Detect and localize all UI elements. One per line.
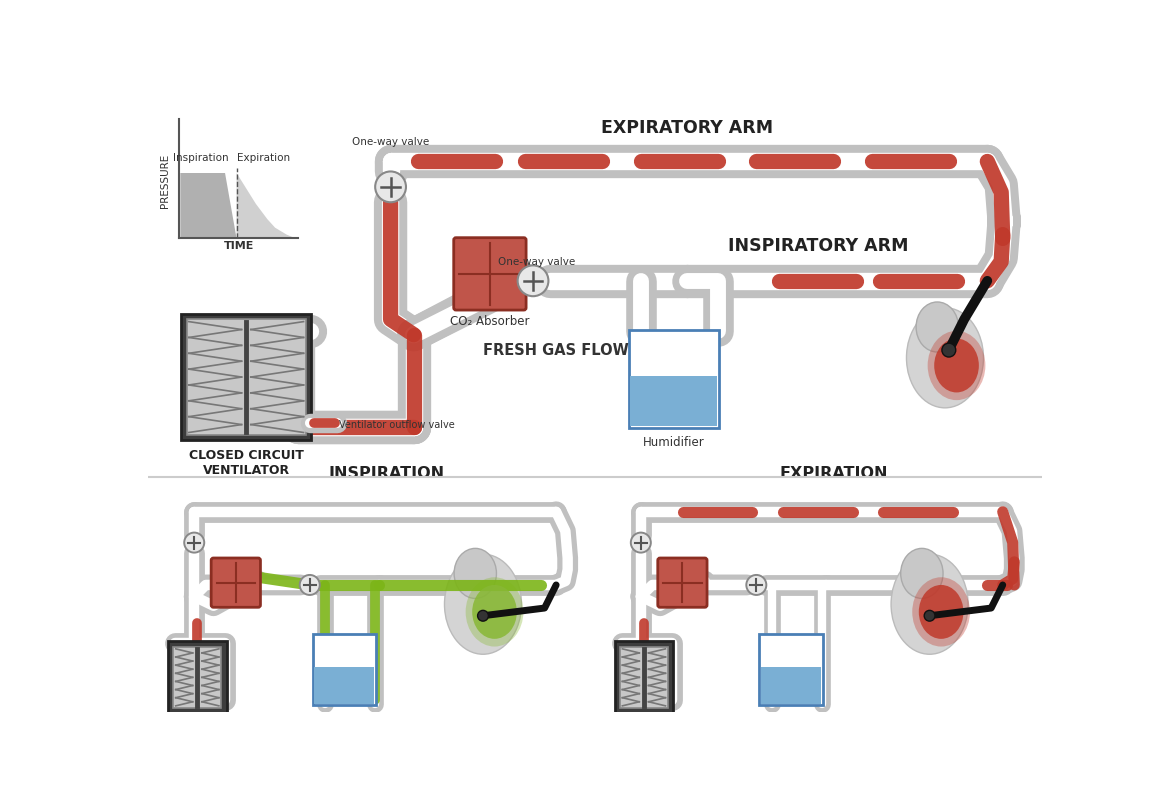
Ellipse shape <box>473 585 517 639</box>
Circle shape <box>747 575 766 595</box>
FancyBboxPatch shape <box>614 641 673 714</box>
Circle shape <box>924 610 935 621</box>
FancyBboxPatch shape <box>759 634 822 705</box>
Text: One-way valve: One-way valve <box>498 257 576 266</box>
Ellipse shape <box>928 331 986 400</box>
Ellipse shape <box>454 548 497 598</box>
Ellipse shape <box>445 554 521 654</box>
Polygon shape <box>237 173 296 238</box>
FancyBboxPatch shape <box>454 238 526 310</box>
Text: Expiration: Expiration <box>237 154 290 163</box>
FancyBboxPatch shape <box>187 319 305 435</box>
FancyBboxPatch shape <box>628 330 719 428</box>
Ellipse shape <box>913 578 969 646</box>
FancyBboxPatch shape <box>620 646 668 708</box>
Polygon shape <box>180 173 237 238</box>
FancyBboxPatch shape <box>211 558 260 607</box>
Text: Ventilator outflow valve: Ventilator outflow valve <box>339 420 455 430</box>
Circle shape <box>942 343 956 357</box>
Ellipse shape <box>901 548 943 598</box>
Circle shape <box>375 171 406 202</box>
Ellipse shape <box>916 302 959 352</box>
Text: Humidifier: Humidifier <box>643 436 705 450</box>
FancyBboxPatch shape <box>658 558 707 607</box>
Ellipse shape <box>907 308 983 408</box>
Text: INSPIRATORY ARM: INSPIRATORY ARM <box>728 237 908 255</box>
Text: TIME: TIME <box>224 242 254 251</box>
Bar <box>315 667 374 703</box>
Bar <box>760 667 821 703</box>
Text: One-way valve: One-way valve <box>352 137 430 147</box>
Circle shape <box>300 575 319 595</box>
Text: FRESH GAS FLOW: FRESH GAS FLOW <box>483 342 629 358</box>
Circle shape <box>185 533 204 553</box>
Text: Inspiration: Inspiration <box>173 154 229 163</box>
Text: PRESSURE: PRESSURE <box>160 154 170 208</box>
Ellipse shape <box>466 578 524 646</box>
Circle shape <box>518 266 548 296</box>
Circle shape <box>477 610 489 621</box>
Ellipse shape <box>892 554 968 654</box>
Text: CO₂ Absorber: CO₂ Absorber <box>450 315 529 329</box>
Text: CLOSED CIRCUIT
VENTILATOR: CLOSED CIRCUIT VENTILATOR <box>189 450 304 478</box>
Text: EXPIRATORY ARM: EXPIRATORY ARM <box>601 119 773 138</box>
Bar <box>630 376 717 426</box>
FancyBboxPatch shape <box>168 641 226 714</box>
Circle shape <box>630 533 651 553</box>
FancyBboxPatch shape <box>173 646 222 708</box>
Text: INSPIRATION: INSPIRATION <box>329 466 445 481</box>
Ellipse shape <box>918 585 964 639</box>
FancyBboxPatch shape <box>181 314 311 440</box>
Ellipse shape <box>935 338 979 393</box>
Text: EXPIRATION: EXPIRATION <box>779 466 887 481</box>
FancyBboxPatch shape <box>312 634 376 705</box>
